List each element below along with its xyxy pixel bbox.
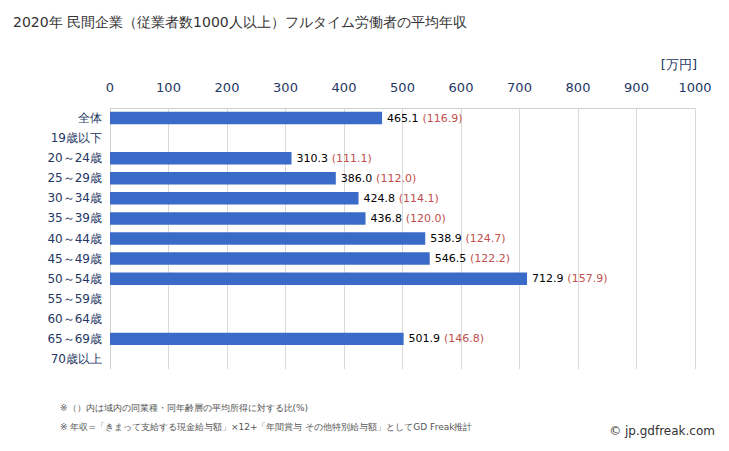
svg-text:(116.9): (116.9) bbox=[422, 112, 462, 125]
svg-text:538.9: 538.9 bbox=[430, 232, 462, 245]
svg-text:(146.8): (146.8) bbox=[444, 332, 484, 345]
svg-text:100: 100 bbox=[156, 80, 181, 95]
svg-text:40～44歳: 40～44歳 bbox=[47, 232, 102, 246]
svg-text:[万円]: [万円] bbox=[661, 57, 697, 72]
svg-text:600: 600 bbox=[449, 80, 474, 95]
svg-text:20～24歳: 20～24歳 bbox=[47, 151, 102, 165]
svg-text:700: 700 bbox=[507, 80, 532, 95]
svg-text:(111.1): (111.1) bbox=[332, 152, 372, 165]
svg-text:501.9: 501.9 bbox=[409, 332, 441, 345]
svg-text:(122.2): (122.2) bbox=[470, 252, 510, 265]
svg-text:55～59歳: 55～59歳 bbox=[47, 292, 102, 306]
svg-text:800: 800 bbox=[566, 80, 591, 95]
svg-text:424.8: 424.8 bbox=[364, 192, 396, 205]
svg-text:(157.9): (157.9) bbox=[567, 272, 607, 285]
svg-text:(120.0): (120.0) bbox=[406, 212, 446, 225]
svg-text:(124.7): (124.7) bbox=[466, 232, 506, 245]
svg-text:465.1: 465.1 bbox=[387, 112, 419, 125]
svg-text:546.5: 546.5 bbox=[435, 252, 467, 265]
svg-text:70歳以上: 70歳以上 bbox=[51, 352, 102, 366]
svg-text:712.9: 712.9 bbox=[532, 272, 564, 285]
svg-text:500: 500 bbox=[390, 80, 415, 95]
svg-text:200: 200 bbox=[215, 80, 240, 95]
svg-text:※（）内は域内の同業種・同年齢層の平均所得に対する比(%): ※（）内は域内の同業種・同年齢層の平均所得に対する比(%) bbox=[60, 403, 308, 413]
svg-text:35～39歳: 35～39歳 bbox=[47, 211, 102, 225]
svg-text:1000: 1000 bbox=[678, 80, 711, 95]
svg-text:300: 300 bbox=[273, 80, 298, 95]
svg-text:65～69歳: 65～69歳 bbox=[47, 332, 102, 346]
svg-text:(112.0): (112.0) bbox=[376, 172, 416, 185]
svg-text:400: 400 bbox=[332, 80, 357, 95]
svg-text:900: 900 bbox=[624, 80, 649, 95]
svg-text:25～29歳: 25～29歳 bbox=[47, 171, 102, 185]
svg-text:全体: 全体 bbox=[78, 111, 102, 125]
svg-text:50～54歳: 50～54歳 bbox=[47, 272, 102, 286]
svg-text:0: 0 bbox=[106, 80, 114, 95]
svg-text:436.8: 436.8 bbox=[371, 212, 403, 225]
svg-text:2020年 民間企業（従業者数1000人以上）フルタイム労働: 2020年 民間企業（従業者数1000人以上）フルタイム労働者の平均年収 bbox=[13, 14, 467, 30]
svg-text:310.3: 310.3 bbox=[297, 152, 329, 165]
svg-text:© jp.gdfreak.com: © jp.gdfreak.com bbox=[609, 424, 715, 438]
svg-text:※ 年収=「きまって支給する現金給与額」×12+「年間賞与: ※ 年収=「きまって支給する現金給与額」×12+「年間賞与 その他特別給与額」と… bbox=[60, 422, 472, 432]
svg-text:30～34歳: 30～34歳 bbox=[47, 191, 102, 205]
svg-text:19歳以下: 19歳以下 bbox=[51, 131, 102, 145]
svg-text:386.0: 386.0 bbox=[341, 172, 373, 185]
svg-text:(114.1): (114.1) bbox=[399, 192, 439, 205]
svg-text:45～49歳: 45～49歳 bbox=[47, 252, 102, 266]
svg-text:60～64歳: 60～64歳 bbox=[47, 312, 102, 326]
